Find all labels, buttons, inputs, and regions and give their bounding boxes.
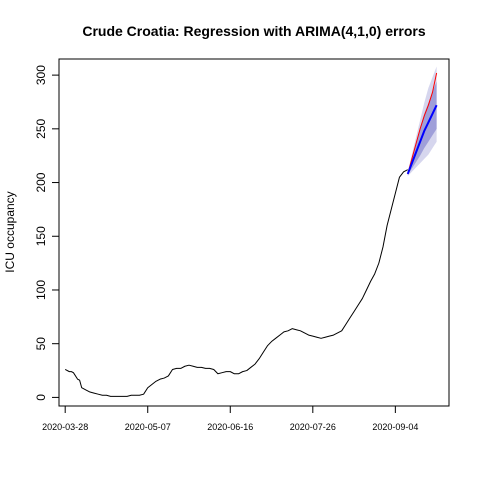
y-tick-label: 200 bbox=[34, 172, 48, 192]
y-axis: 0 50 100 150 200 250 300 bbox=[34, 65, 59, 401]
x-tick-label: 2020-06-16 bbox=[207, 422, 253, 432]
y-tick-label: 100 bbox=[34, 280, 48, 300]
y-tick-label: 300 bbox=[34, 65, 48, 85]
observed-line bbox=[64, 169, 408, 397]
x-axis: 2020-03-28 2020-05-07 2020-06-16 2020-07-26… bbox=[42, 406, 418, 432]
x-tick-label: 2020-05-07 bbox=[125, 422, 171, 432]
x-tick-label: 2020-07-26 bbox=[290, 422, 336, 432]
chart-title: Crude Croatia: Regression with ARIMA(4,1… bbox=[82, 23, 426, 39]
y-tick-label: 0 bbox=[34, 394, 48, 401]
x-tick-label: 2020-09-04 bbox=[372, 422, 418, 432]
y-axis-label: ICU occupancy bbox=[3, 191, 17, 272]
interval-band-80 bbox=[407, 81, 437, 176]
series-lines bbox=[64, 72, 438, 397]
plot-frame bbox=[58, 58, 450, 407]
y-tick-label: 150 bbox=[34, 226, 48, 246]
forecast-line bbox=[406, 104, 438, 175]
actual_test-line bbox=[407, 72, 438, 175]
x-tick-label: 2020-03-28 bbox=[42, 422, 88, 432]
y-tick-label: 50 bbox=[34, 337, 48, 351]
y-tick-label: 250 bbox=[34, 118, 48, 138]
